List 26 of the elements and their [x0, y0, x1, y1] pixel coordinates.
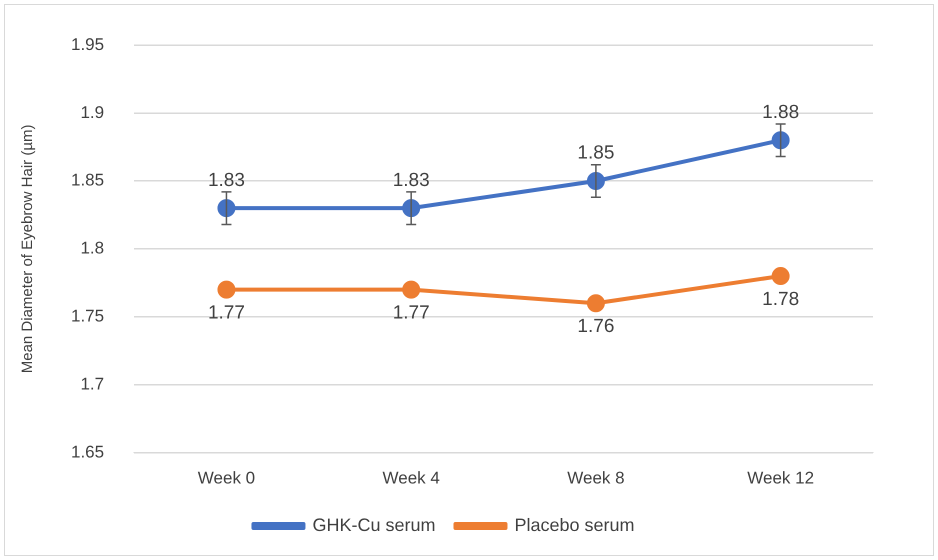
data-label: 1.78 — [762, 288, 800, 310]
data-label: 1.88 — [762, 102, 800, 123]
y-tick-label: 1.8 — [80, 238, 104, 258]
x-tick-label: Week 12 — [747, 468, 814, 488]
x-tick-label: Week 8 — [567, 468, 625, 488]
data-label: 1.83 — [392, 170, 430, 191]
legend-label: Placebo serum — [514, 514, 635, 535]
point — [586, 294, 605, 312]
data-label: 1.85 — [577, 142, 614, 164]
y-tick-label: 1.7 — [80, 374, 104, 394]
point — [402, 280, 420, 299]
point — [772, 267, 790, 286]
data-label: 1.83 — [208, 170, 245, 191]
data-label: 1.77 — [208, 302, 245, 324]
x-tick-label: Week 4 — [382, 468, 440, 488]
y-axis-title: Mean Diameter of Eyebrow Hair (µm) — [19, 124, 36, 374]
data-label: 1.77 — [392, 302, 430, 324]
y-tick-label: 1.95 — [70, 34, 104, 54]
y-tick-label: 1.9 — [80, 102, 104, 122]
y-tick-label: 1.85 — [70, 170, 104, 190]
y-tick-label: 1.75 — [70, 306, 104, 326]
point — [217, 280, 236, 299]
y-tick-label: 1.65 — [70, 442, 104, 462]
legend-label: GHK-Cu serum — [312, 514, 436, 535]
x-tick-label: Week 0 — [198, 468, 256, 488]
data-label: 1.76 — [577, 316, 614, 337]
